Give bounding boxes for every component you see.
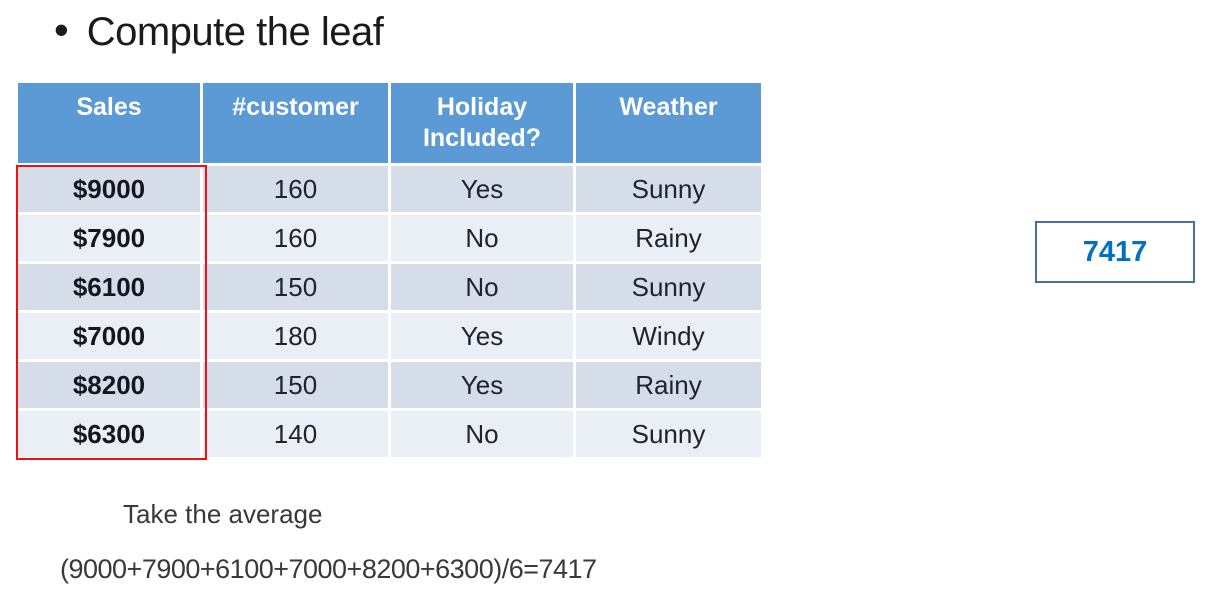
table-cell: Yes: [391, 313, 573, 359]
note-average-formula: (9000+7900+6100+7000+8200+6300)/6=7417: [60, 554, 597, 584]
slide-title: Compute the leaf: [86, 10, 384, 54]
table-cell: Yes: [391, 166, 573, 212]
table-cell: 160: [203, 166, 388, 212]
table-cell: 180: [203, 313, 388, 359]
table-cell: $6100: [18, 264, 200, 310]
table-cell: Windy: [576, 313, 761, 359]
table-cell: $7000: [18, 313, 200, 359]
leaf-value-box: 7417: [1035, 221, 1195, 283]
table-cell: $7900: [18, 215, 200, 261]
note-take-average: Take the average: [123, 499, 323, 529]
bullet-icon: •: [54, 6, 69, 53]
table-cell: Yes: [391, 362, 573, 408]
slide-title-row: • Compute the leaf: [54, 6, 384, 56]
column-header-customer: #customer: [203, 83, 388, 163]
data-table: Sales #customer Holiday Included? Weathe…: [18, 83, 761, 457]
table-cell: Rainy: [576, 362, 761, 408]
table-cell: Sunny: [576, 411, 761, 457]
table-cell: 150: [203, 362, 388, 408]
table-cell: 150: [203, 264, 388, 310]
table-cell: $9000: [18, 166, 200, 212]
table-cell: No: [391, 411, 573, 457]
table-cell: 160: [203, 215, 388, 261]
leaf-value: 7417: [1082, 235, 1148, 268]
table-cell: No: [391, 215, 573, 261]
column-header-holiday: Holiday Included?: [391, 83, 573, 163]
table-cell: Sunny: [576, 166, 761, 212]
column-header-weather: Weather: [576, 83, 761, 163]
table-cell: No: [391, 264, 573, 310]
table-cell: Rainy: [576, 215, 761, 261]
table-cell: $8200: [18, 362, 200, 408]
table-cell: 140: [203, 411, 388, 457]
table-cell: $6300: [18, 411, 200, 457]
table-cell: Sunny: [576, 264, 761, 310]
column-header-sales: Sales: [18, 83, 200, 163]
